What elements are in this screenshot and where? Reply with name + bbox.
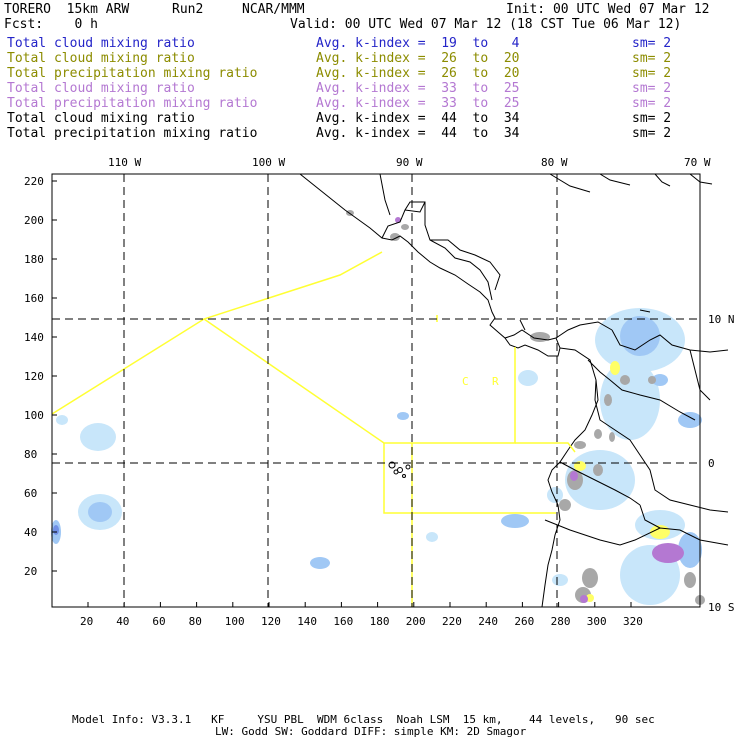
region-label-c: C — [462, 375, 469, 388]
legend-kindex: Avg. k-index = 33 to 25 — [316, 96, 520, 111]
x-tick-label: 80 — [188, 615, 202, 628]
legend-smoothing: sm= 2 — [632, 51, 672, 66]
x-tick-label: 180 — [369, 615, 390, 628]
lon-label: 80 W — [541, 156, 568, 169]
legend-smoothing: sm= 2 — [632, 111, 672, 126]
lat-label: 10 S — [708, 601, 735, 614]
region-boundary — [51, 251, 576, 607]
x-tick-label: 100 — [224, 615, 245, 628]
x-tick-label: 260 — [514, 615, 535, 628]
legend-smoothing: sm= 2 — [632, 96, 672, 111]
lon-label: 90 W — [396, 156, 423, 169]
region-label-r: R — [492, 375, 499, 388]
x-tick-label: 200 — [405, 615, 426, 628]
lon-label: 70 W — [684, 156, 711, 169]
coastline — [299, 173, 729, 608]
org-label: NCAR/MMM — [242, 2, 305, 17]
lat-label: 10 N — [708, 313, 735, 326]
y-tick-label: 160 — [24, 292, 44, 305]
model-title: TORERO 15km ARW — [4, 2, 130, 17]
legend-kindex: Avg. k-index = 44 to 34 — [316, 111, 520, 126]
forecast-hour: Fcst: 0 h — [4, 17, 98, 32]
legend-field: Total cloud mixing ratio — [7, 36, 195, 51]
purple-patches — [395, 217, 684, 603]
x-tick-label: 40 — [116, 615, 130, 628]
x-tick-label: 20 — [80, 615, 94, 628]
legend-smoothing: sm= 2 — [632, 81, 672, 96]
legend-smoothing: sm= 2 — [632, 66, 672, 81]
legend-field: Total precipitation mixing ratio — [7, 66, 258, 81]
lat-lon-grid — [52, 174, 700, 607]
init-time: Init: 00 UTC Wed 07 Mar 12 — [506, 2, 710, 17]
y-tick-label: 140 — [24, 331, 44, 344]
legend-field: Total cloud mixing ratio — [7, 81, 195, 96]
y-tick-label: 180 — [24, 253, 44, 266]
x-tick-label: 320 — [623, 615, 643, 628]
legend-field: Total cloud mixing ratio — [7, 51, 195, 66]
x-tick-label: 60 — [152, 615, 166, 628]
y-tick-label: 200 — [24, 214, 44, 227]
legend-kindex: Avg. k-index = 44 to 34 — [316, 126, 520, 141]
axis-ticks — [52, 180, 632, 607]
legend-kindex: Avg. k-index = 26 to 20 — [316, 66, 520, 81]
y-tick-label: 80 — [24, 448, 38, 461]
x-tick-label: 280 — [550, 615, 571, 628]
cloud-shading — [51, 308, 702, 605]
x-tick-label: 120 — [261, 615, 281, 628]
legend-smoothing: sm= 2 — [632, 126, 672, 141]
legend-smoothing: sm= 2 — [632, 36, 672, 51]
x-tick-label: 300 — [586, 615, 607, 628]
lon-label: 110 W — [108, 156, 142, 169]
plot-frame — [51, 173, 701, 608]
model-physics: LW: Godd SW: Goddard DIFF: simple KM: 2D… — [215, 725, 527, 738]
y-tick-label: 120 — [24, 370, 44, 383]
legend-kindex: Avg. k-index = 19 to 4 — [316, 36, 520, 51]
x-tick-label: 220 — [442, 615, 462, 628]
valid-time: Valid: 00 UTC Wed 07 Mar 12 (18 CST Tue … — [290, 17, 682, 32]
y-tick-label: 100 — [24, 409, 44, 422]
lat-label: 0 — [708, 457, 715, 470]
run-label: Run2 — [172, 2, 204, 17]
y-tick-label: 40 — [24, 526, 38, 539]
lon-label: 100 W — [252, 156, 286, 169]
model-info: Model Info: V3.3.1 KF YSU PBL WDM 6class… — [72, 713, 655, 726]
x-tick-label: 160 — [333, 615, 354, 628]
legend-kindex: Avg. k-index = 33 to 25 — [316, 81, 520, 96]
legend-field: Total precipitation mixing ratio — [7, 126, 258, 141]
y-tick-label: 220 — [24, 175, 44, 188]
legend-kindex: Avg. k-index = 26 to 20 — [316, 51, 520, 66]
legend-field: Total cloud mixing ratio — [7, 111, 195, 126]
x-tick-label: 140 — [297, 615, 318, 628]
y-tick-label: 20 — [24, 565, 38, 578]
legend-field: Total precipitation mixing ratio — [7, 96, 258, 111]
x-tick-label: 240 — [478, 615, 499, 628]
y-tick-label: 60 — [24, 487, 38, 500]
